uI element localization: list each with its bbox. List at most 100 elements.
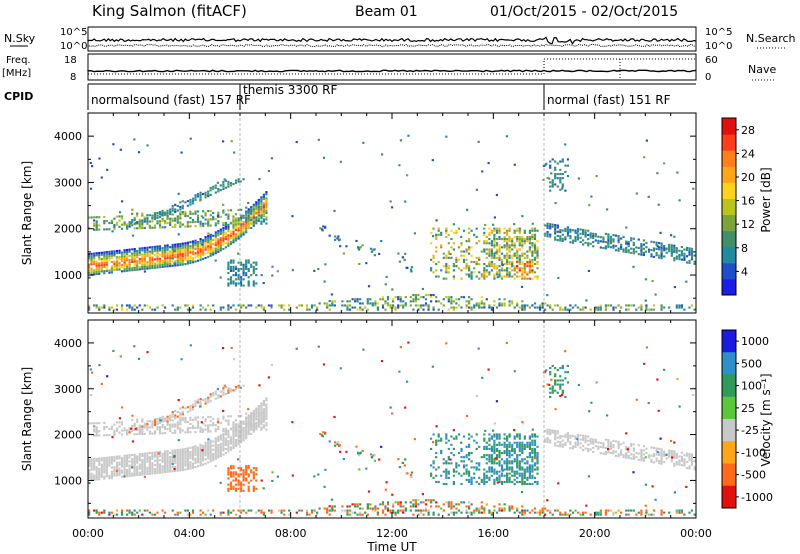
velocity-cell [369,507,372,510]
power-cell [533,246,537,249]
velocity-cell [229,511,233,514]
power-cell [597,235,600,238]
power-cell [523,238,526,241]
power-cell [604,241,607,244]
velocity-cell [164,427,167,430]
power-cell [207,220,210,223]
power-cell [196,245,200,248]
velocity-cell [108,464,111,467]
velocity-cell [503,474,506,477]
power-cell [447,252,450,255]
power-cell [255,261,258,264]
velocity-cell [447,462,450,465]
power-cell [521,263,524,266]
power-cell [146,255,149,258]
power-cell [108,228,111,231]
velocity-cell [594,445,597,448]
velocity-cell [156,428,159,431]
velocity-cell [126,456,129,459]
power-cell [632,243,635,246]
velocity-cell [437,435,440,438]
velocity-cell [536,460,539,463]
velocity-cell [171,449,174,452]
power-cell [153,212,157,215]
velocity-cell [141,425,144,428]
velocity-cell [488,509,491,512]
power-cell [495,244,499,247]
velocity-cell [518,454,521,457]
velocity-cell [247,467,250,470]
power-cell [103,215,106,218]
power-cell [465,240,468,243]
power-cell [110,306,113,309]
power-cell [179,221,182,224]
velocity-cell [234,473,238,476]
power-cell [186,221,189,224]
power-cell [171,217,174,220]
power-cell [556,224,559,227]
velocity-cell [508,468,511,471]
velocity-cell [199,509,202,512]
power-cell [521,271,524,274]
power-cell [103,306,106,309]
power-cell [93,216,96,219]
velocity-cell [222,511,225,514]
velocity-cell [322,431,325,434]
power-cell [445,235,448,238]
power-cell [582,306,585,309]
freq-tick-bottom: 8 [70,72,76,83]
power-cell [399,304,402,307]
velocity-cell [442,458,445,461]
velocity-cell [678,509,681,512]
power-cell [546,222,549,225]
power-cell [209,250,212,253]
power-ytick-label-0: 1000 [54,269,82,282]
velocity-cell [98,478,101,481]
power-cell [310,304,314,307]
power-colorbar-swatch [722,278,736,296]
power-cell [483,277,486,280]
velocity-cell [488,433,491,436]
velocity-cell [141,418,144,421]
velocity-cell [234,487,238,490]
velocity-cell [108,475,111,478]
power-cell [111,230,114,233]
power-cell [148,224,151,227]
power-cell [549,181,552,184]
power-cell [549,233,552,236]
power-cell [217,211,220,214]
velocity-cell [475,480,478,483]
power-cell [252,261,255,264]
power-cell [219,245,222,248]
velocity-cell [217,435,220,438]
power-cell [500,246,504,249]
velocity-cell [493,478,496,481]
power-cell [232,241,235,244]
velocity-cell [143,452,146,455]
velocity-cell [229,487,233,490]
power-cell [470,275,473,278]
power-cell [141,268,144,271]
power-cell [450,298,453,301]
velocity-cell [110,511,113,514]
power-cell [108,306,111,309]
power-cell [237,180,240,183]
power-cell [237,220,240,223]
power-cell [229,267,233,270]
velocity-cell [184,468,187,471]
power-cell [151,248,154,251]
velocity-cell [191,454,195,457]
velocity-cell [660,460,663,463]
power-cell [493,252,496,255]
velocity-cell [495,478,499,481]
power-cell [414,304,417,307]
power-cell [447,300,450,303]
velocity-cell [143,454,146,457]
power-cell [204,308,207,311]
power-cell [493,273,496,276]
power-cell [209,244,212,247]
velocity-cell [571,447,575,450]
velocity-cell [209,447,212,450]
power-cell [171,225,174,228]
power-cell [156,264,159,267]
